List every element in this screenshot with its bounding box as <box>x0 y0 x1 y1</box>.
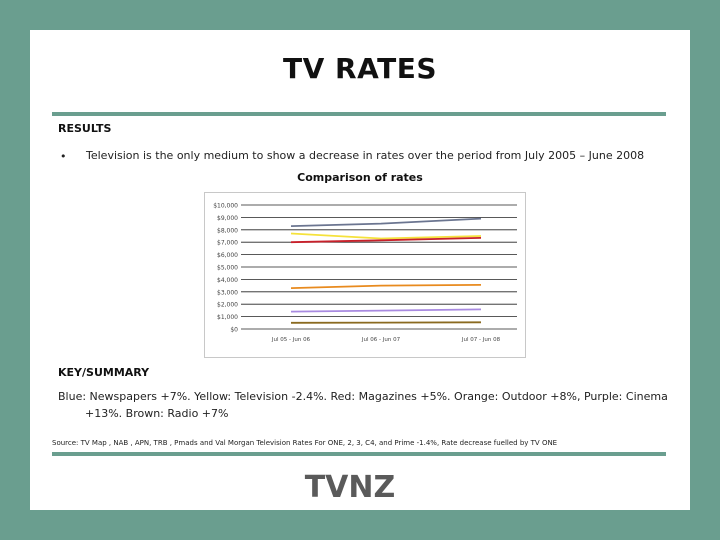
summary-line-1: Blue: Newspapers +7%. Yellow: Television… <box>58 390 668 403</box>
series-line <box>290 237 482 244</box>
results-heading: RESULTS <box>58 122 112 135</box>
y-tick-label: $7,000 <box>217 240 238 247</box>
source-note: Source: TV Map , NAB , APN, TRB , Pmads … <box>52 439 558 447</box>
y-tick-label: $6,000 <box>217 252 238 259</box>
series-line <box>290 284 482 289</box>
tvnz-logo: TVNZ <box>305 470 396 502</box>
y-tick-label: $4,000 <box>217 277 238 284</box>
y-tick-label: $0 <box>230 327 238 334</box>
bullet-marker: • <box>60 150 67 163</box>
series-line <box>290 232 482 240</box>
y-tick-label: $3,000 <box>217 289 238 296</box>
x-tick-label: Jul 06 - Jun 07 <box>361 337 401 343</box>
logo-wordmark: TVNZ <box>305 470 396 502</box>
series-line <box>290 308 482 313</box>
slide: TV RATES RESULTS • Television is the onl… <box>30 30 690 510</box>
results-bullet-text: Television is the only medium to show a … <box>86 149 645 162</box>
y-tick-label: $8,000 <box>217 227 238 234</box>
y-tick-label: $9,000 <box>217 215 238 222</box>
bottom-divider <box>52 452 666 456</box>
y-tick-label: $10,000 <box>213 203 238 210</box>
line-chart: $0 $1,000 $2,000 $3,000 $4,000 $5,000 $6,000 $7… <box>204 192 526 358</box>
summary-line-2: +13%. Brown: Radio +7% <box>85 407 229 420</box>
slide-title: TV RATES <box>283 52 437 85</box>
y-tick-label: $2,000 <box>217 302 238 309</box>
chart-canvas: $0 $1,000 $2,000 $3,000 $4,000 $5,000 $6,000 $7… <box>213 203 517 343</box>
series-line <box>290 217 482 227</box>
x-tick-label: Jul 07 - Jun 08 <box>461 337 501 343</box>
y-tick-label: $1,000 <box>217 314 238 321</box>
chart-title: Comparison of rates <box>297 171 423 184</box>
series-line <box>290 321 482 324</box>
top-divider <box>52 112 666 116</box>
summary-heading: KEY/SUMMARY <box>58 366 150 379</box>
x-tick-label: Jul 05 - Jun 06 <box>271 337 311 343</box>
y-tick-label: $5,000 <box>217 265 238 272</box>
